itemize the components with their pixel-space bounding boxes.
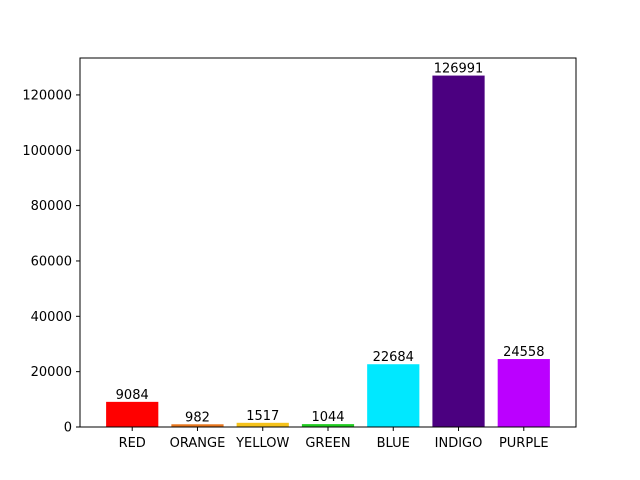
x-axis: RED ORANGE YELLOW GREEN BLUE INDIGO PURPLE: [119, 427, 549, 451]
bar-indigo: [432, 75, 485, 427]
value-label-indigo: 126991: [434, 62, 484, 77]
y-tick-label-120000: 120000: [22, 88, 72, 103]
bar-yellow: [236, 422, 289, 427]
plot-frame: [79, 57, 577, 428]
y-tick-label-60000: 60000: [31, 254, 72, 269]
value-labels-layer: 9084 982 1517 1044 22684 126991 24558: [116, 62, 545, 426]
value-label-orange: 982: [185, 410, 210, 425]
bar-purple: [497, 359, 550, 427]
value-label-purple: 24558: [503, 345, 544, 360]
y-tick-label-40000: 40000: [31, 310, 72, 325]
x-tick-label-yellow: YELLOW: [235, 436, 289, 451]
x-tick-label-orange: ORANGE: [170, 436, 226, 451]
y-tick-label-0: 0: [64, 421, 72, 436]
value-label-yellow: 1517: [246, 409, 279, 424]
y-axis: 0 20000 40000 60000 80000 100000 120000: [22, 88, 80, 436]
x-tick-label-purple: PURPLE: [499, 436, 549, 451]
bar-orange: [171, 424, 224, 427]
value-label-green: 1044: [311, 410, 344, 425]
y-tick-label-20000: 20000: [31, 365, 72, 380]
bar-green: [301, 424, 355, 427]
y-tick-label-80000: 80000: [31, 199, 72, 214]
x-tick-label-indigo: INDIGO: [435, 436, 483, 451]
bar-blue: [367, 364, 420, 427]
y-tick-label-100000: 100000: [22, 144, 72, 159]
bar-red: [106, 401, 159, 427]
value-label-red: 9084: [116, 388, 149, 403]
value-label-blue: 22684: [373, 350, 414, 365]
bars-layer: [106, 75, 550, 427]
x-tick-label-green: GREEN: [305, 436, 350, 451]
x-tick-label-blue: BLUE: [377, 436, 410, 451]
x-tick-label-red: RED: [119, 436, 146, 451]
